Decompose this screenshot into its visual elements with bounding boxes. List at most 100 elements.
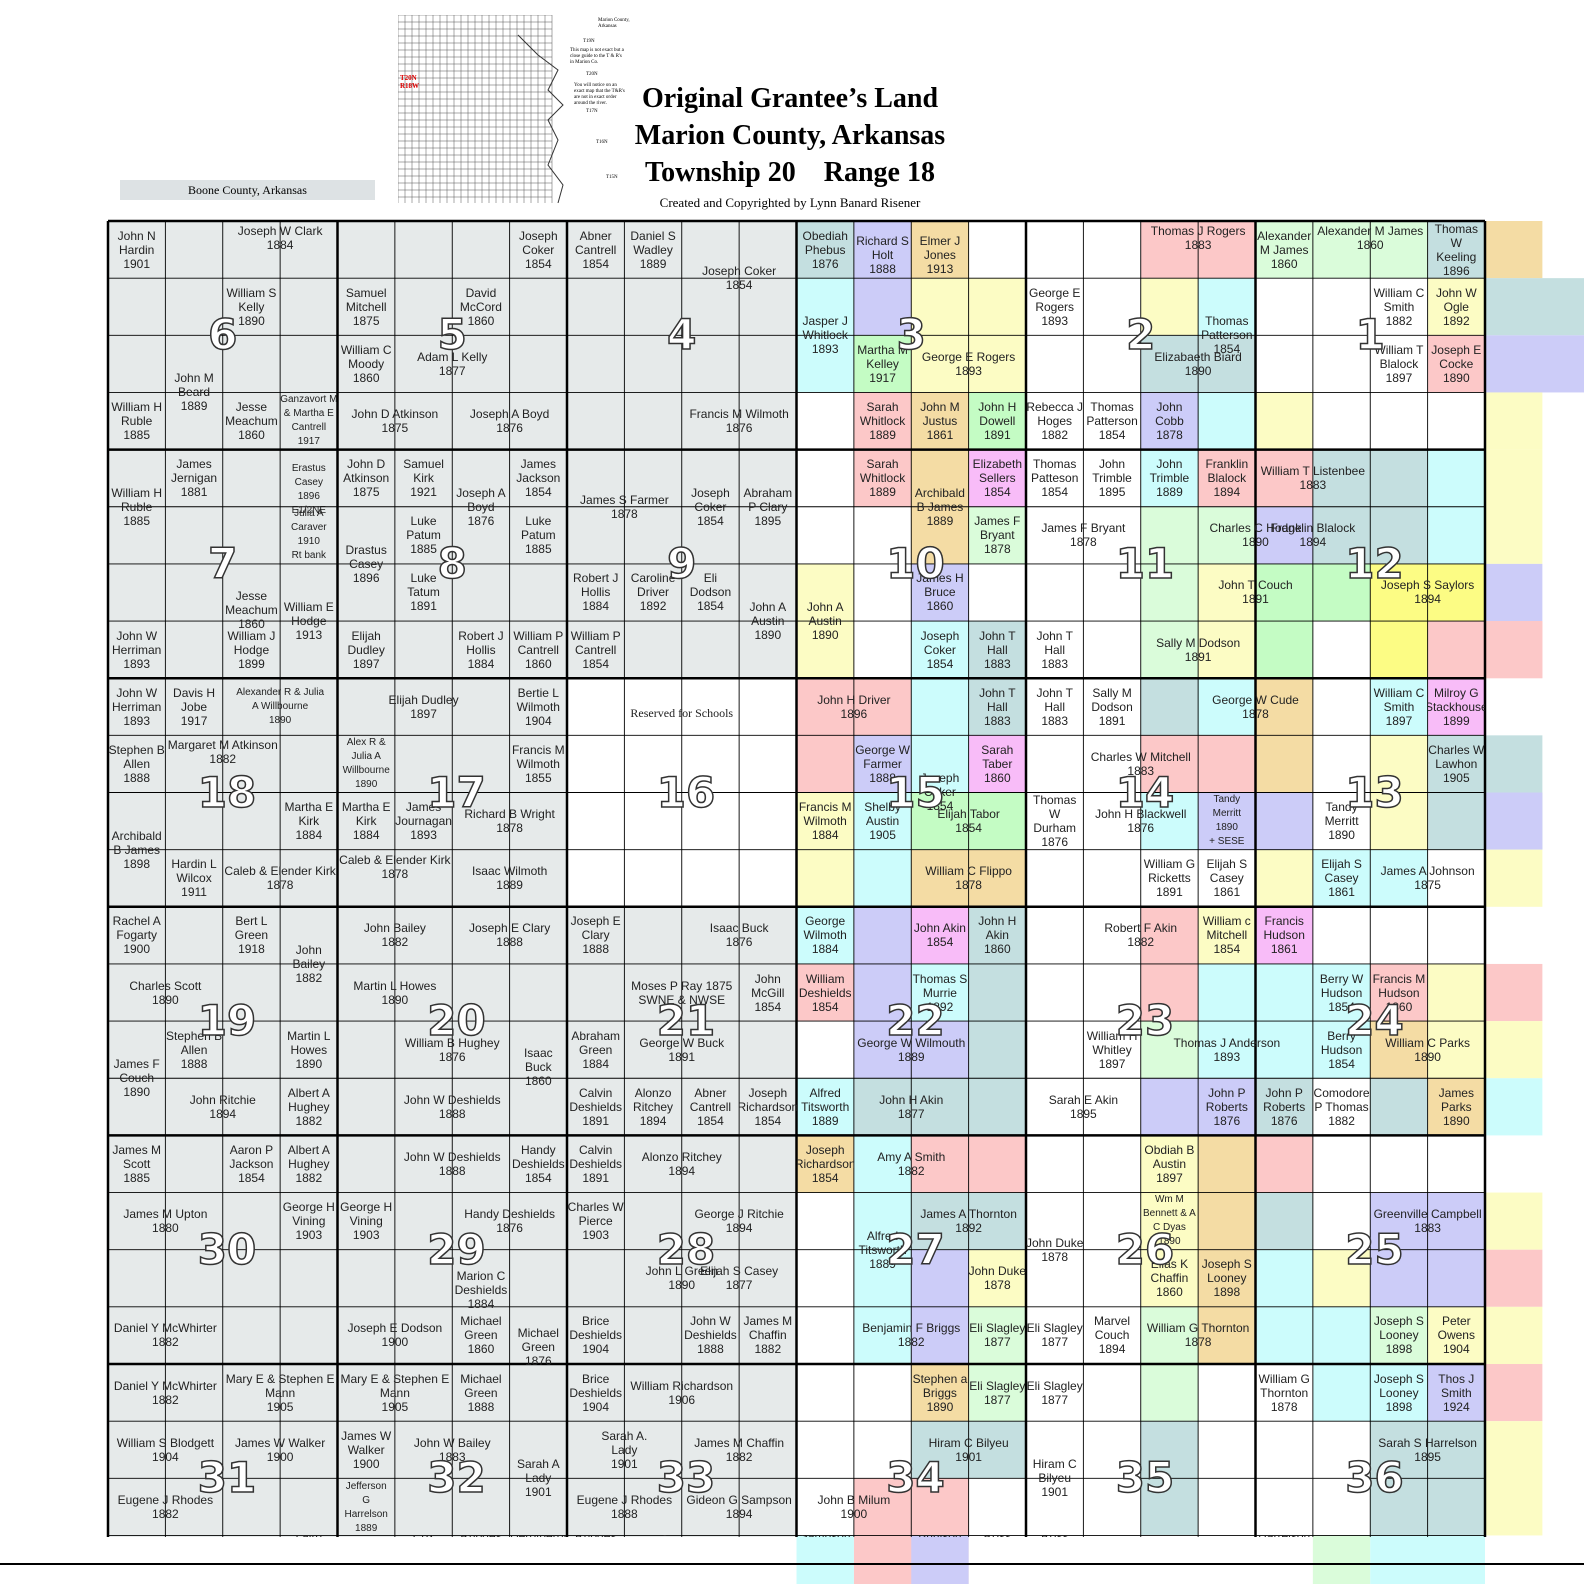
parcel-label: Thomas J Anderson 1893 xyxy=(1173,1035,1281,1064)
parcel-label: George W Buck 1891 xyxy=(639,1035,725,1064)
parcel-label: John D Atkinson 1875 xyxy=(343,457,390,500)
parcel-fill xyxy=(1140,1021,1199,1079)
parcel-label: John M Justus 1861 xyxy=(920,400,960,442)
parcel-fill xyxy=(911,1364,969,1422)
title-line-2: Marion County, Arkansas xyxy=(634,120,946,151)
parcel-label: Samuel Kirk 1921 xyxy=(403,457,444,500)
parcel-label: Archibald B James 1889 xyxy=(914,485,965,528)
parcel-label: Daniel Y McWhirter 1882 xyxy=(113,1321,217,1350)
section-number: 8 xyxy=(437,538,468,588)
parcel-fill xyxy=(1312,849,1371,907)
parcel-label: John W Deshields 1888 xyxy=(684,1314,737,1357)
parcel-fill xyxy=(1312,1364,1371,1422)
parcel-label: John M Beard 1889 xyxy=(174,371,214,414)
parcel-fill xyxy=(1427,278,1485,336)
parcel-label: Joseph Coker 1854 xyxy=(518,228,558,271)
parcel-label: Joseph E Clary 1888 xyxy=(468,921,551,950)
parcel-label: John T Hall 1883 xyxy=(1036,628,1073,671)
parcel-label: Thos J Smith 1924 xyxy=(1438,1371,1475,1414)
parcel-label: Joseph S Looney 1898 xyxy=(1201,1257,1252,1300)
parcel-label: William G Thornton 1878 xyxy=(1146,1321,1250,1350)
parcel-label: Eli Slagley 1877 xyxy=(1026,1378,1083,1407)
parcel-label: Wm M Bennett & A C Dyas 1890 xyxy=(1143,1194,1196,1248)
section-number: 32 xyxy=(427,1453,487,1503)
parcel-fill xyxy=(968,392,1026,450)
parcel-label: Charles W Pierce 1903 xyxy=(567,1200,624,1243)
parcel-label: George F Renner 1888 xyxy=(624,1535,739,1537)
parcel-fill xyxy=(1198,392,1256,450)
parcel-label: Obdiah B Austin 1897 xyxy=(1144,1142,1195,1185)
parcel-label: Abner Cantrell 1854 xyxy=(689,1085,732,1128)
parcel-label: David E Ross 1891 xyxy=(969,1535,1026,1537)
inset-label-t16n: T16N xyxy=(596,140,608,145)
parcel-fill xyxy=(1198,449,1256,507)
parcel-label: Eugene J Rhodes 1882 xyxy=(117,1492,214,1521)
parcel-label: Eugene J Rhodes 1883 xyxy=(452,1535,509,1537)
parcel-label: William C Smith 1897 xyxy=(1373,685,1425,728)
parcel-label: James F Bryant 1878 xyxy=(974,514,1021,557)
parcel-label: John T Hall 1883 xyxy=(1036,685,1073,728)
parcel-label: George W Wilmouth 1889 xyxy=(857,1035,966,1064)
parcel-fill xyxy=(796,1535,854,1584)
parcel-fill xyxy=(1427,678,1485,736)
parcel-label: Jesse Meachum 1860 xyxy=(225,588,278,631)
parcel-label: Tandy Merritt 1890 xyxy=(1324,800,1359,843)
parcel-fill xyxy=(1370,1364,1428,1422)
parcel-fill xyxy=(911,1249,969,1307)
parcel-fill xyxy=(853,392,912,450)
parcel-fill xyxy=(1255,1192,1313,1250)
parcel-label: Joseph S Saylors 1894 xyxy=(1380,578,1475,607)
parcel-label: George H Vining 1903 xyxy=(340,1200,393,1243)
parcel-label: George E Rogers 1893 xyxy=(921,349,1016,378)
parcel-label: Sarah Whitlock 1889 xyxy=(859,457,906,500)
parcel-fill xyxy=(1427,1078,1485,1136)
parcel-fill xyxy=(796,906,854,964)
parcel-label: Sarah A. Lady 1901 xyxy=(601,1428,648,1471)
parcel-label: John W Deshields 1888 xyxy=(403,1092,501,1121)
parcel-label: Joseph S Looney 1898 xyxy=(1373,1371,1424,1414)
parcel-label: John Bailey 1882 xyxy=(292,942,326,985)
parcel-fill xyxy=(911,1306,969,1364)
parcel-fill xyxy=(1485,221,1543,279)
parcel-label: John A Austin 1890 xyxy=(749,600,787,643)
parcel-label: Sarah Whitlock 1889 xyxy=(859,400,906,442)
parcel-fill xyxy=(1370,1306,1428,1364)
parcel-label: Davis H Jobe 1917 xyxy=(173,685,216,728)
parcel-label: Charles Scott 1890 xyxy=(129,978,202,1007)
parcel-fill xyxy=(1427,335,1485,393)
parcel-fill xyxy=(1255,221,1313,279)
svg-text:T20N: T20N xyxy=(400,74,417,82)
parcel-label: John W Bailey 1883 xyxy=(413,1435,491,1464)
parcel-label: William C Parks 1890 xyxy=(1385,1035,1470,1064)
parcel-label: John W Herriman 1893 xyxy=(112,685,162,728)
parcel-label: Shelby Austin 1905 xyxy=(864,800,901,843)
parcel-fill xyxy=(853,335,912,393)
section-number: 22 xyxy=(886,996,946,1046)
parcel-label: Robert J Hollis 1884 xyxy=(458,628,504,671)
section-number: 16 xyxy=(656,767,716,817)
parcel-fill xyxy=(1198,621,1256,679)
section-number: 17 xyxy=(427,767,487,817)
parcel-label: Albert A Hughey 1882 xyxy=(287,1142,330,1185)
parcel-fill xyxy=(1370,963,1428,1022)
section-number: 9 xyxy=(666,538,697,588)
parcel-label: Michael Green 1888 xyxy=(460,1371,502,1414)
parcel-label: James F Bryant 1878 xyxy=(1041,521,1126,550)
parcel-fill xyxy=(1255,449,1313,507)
parcel-label: Elijah Tabor 1854 xyxy=(937,807,1000,836)
parcel-label: John Trimble 1895 xyxy=(1092,457,1132,500)
parcel-label: Isaac Buck 1860 xyxy=(523,1045,553,1088)
parcel-label: William G Thornton 1878 xyxy=(1258,1371,1310,1414)
parcel-label: Drastus Casey 1896 xyxy=(345,542,387,585)
parcel-label: John H Akin 1877 xyxy=(879,1092,944,1121)
parcel-fill xyxy=(1370,678,1428,736)
parcel-fill xyxy=(1140,792,1199,850)
parcel-label: Elizabeth Sellers 1854 xyxy=(972,457,1022,500)
header: T20N R18W Marion County, Arkansas This m… xyxy=(0,0,1584,220)
parcel-label: William C Flippo 1878 xyxy=(925,864,1012,893)
parcel-label: Joseph W Clark 1884 xyxy=(237,224,323,253)
inset-note-3: You will notice on an exact map that the… xyxy=(574,83,625,106)
parcel-label: John Cobb 1878 xyxy=(1155,400,1184,442)
parcel-label: Handy Deshields 1854 xyxy=(511,1142,565,1185)
